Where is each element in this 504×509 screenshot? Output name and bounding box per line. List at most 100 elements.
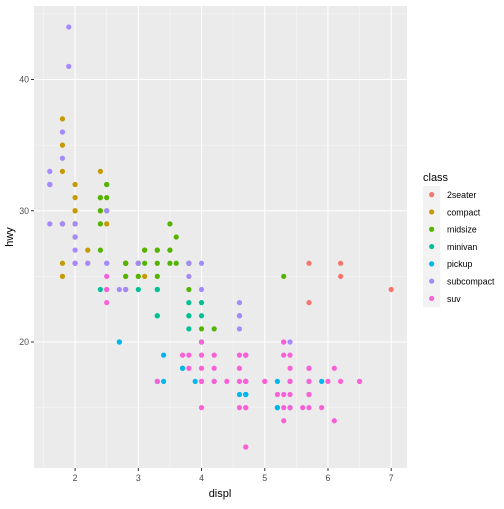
legend-label-compact: compact bbox=[447, 207, 481, 217]
point-midsize bbox=[186, 286, 192, 293]
x-tick-label: 2 bbox=[73, 473, 78, 483]
point-midsize bbox=[281, 273, 287, 279]
point-midsize bbox=[97, 247, 103, 253]
point-suv bbox=[281, 405, 287, 411]
point-midsize bbox=[167, 247, 173, 253]
point-subcompact bbox=[66, 24, 72, 30]
point-subcompact bbox=[66, 63, 72, 69]
point-compact bbox=[72, 208, 78, 214]
point-suv bbox=[104, 286, 110, 293]
point-suv bbox=[287, 378, 293, 384]
point-subcompact bbox=[47, 221, 53, 227]
point-pickup bbox=[274, 378, 280, 384]
point-suv bbox=[186, 365, 192, 371]
point-suv bbox=[224, 378, 230, 384]
point-suv bbox=[306, 365, 312, 371]
point-subcompact bbox=[72, 260, 78, 266]
point-suv bbox=[319, 405, 325, 411]
point-suv bbox=[287, 365, 293, 371]
point-pickup bbox=[274, 405, 280, 411]
point-subcompact bbox=[186, 260, 192, 266]
y-tick-label: 30 bbox=[19, 206, 29, 216]
point-suv bbox=[104, 273, 110, 279]
point-suv bbox=[281, 391, 287, 398]
point-suv bbox=[300, 405, 306, 411]
point-midsize bbox=[154, 260, 160, 266]
y-tick-label: 20 bbox=[19, 337, 29, 347]
point-compact bbox=[72, 195, 78, 201]
point-compact bbox=[97, 168, 103, 174]
point-pickup bbox=[161, 352, 167, 358]
point-midsize bbox=[104, 181, 110, 188]
point-2seater bbox=[338, 260, 344, 266]
point-midsize bbox=[173, 260, 179, 266]
point-suv bbox=[306, 391, 312, 398]
point-suv bbox=[243, 352, 249, 358]
point-midsize bbox=[167, 260, 173, 266]
point-subcompact bbox=[85, 260, 91, 266]
point-midsize bbox=[123, 260, 129, 266]
point-midsize bbox=[142, 247, 148, 253]
point-midsize bbox=[97, 221, 103, 227]
point-suv bbox=[306, 378, 312, 384]
point-midsize bbox=[97, 195, 103, 201]
x-axis-title: displ bbox=[209, 488, 232, 500]
point-suv bbox=[243, 405, 249, 411]
point-compact bbox=[59, 260, 66, 266]
point-subcompact bbox=[198, 260, 205, 266]
point-suv bbox=[186, 352, 192, 358]
point-subcompact bbox=[123, 286, 129, 293]
point-compact bbox=[142, 273, 148, 279]
point-compact bbox=[59, 273, 66, 279]
legend: class 2seater compact midsize minivan pickup… bbox=[423, 172, 495, 308]
point-subcompact bbox=[198, 286, 205, 293]
legend-swatch-midsize bbox=[429, 226, 435, 232]
point-suv bbox=[198, 352, 205, 358]
point-2seater bbox=[388, 286, 394, 293]
point-suv bbox=[274, 391, 280, 398]
legend-swatch-subcompact bbox=[429, 278, 435, 284]
point-suv bbox=[236, 365, 243, 371]
x-tick-label: 7 bbox=[389, 473, 394, 483]
point-suv bbox=[198, 405, 205, 411]
point-suv bbox=[104, 300, 110, 306]
point-suv bbox=[325, 378, 331, 384]
point-subcompact bbox=[47, 181, 53, 188]
point-suv bbox=[243, 444, 249, 450]
point-midsize bbox=[198, 326, 205, 332]
legend-swatch-pickup bbox=[429, 261, 435, 267]
point-minivan bbox=[186, 300, 192, 306]
legend-label-minivan: minivan bbox=[447, 242, 477, 252]
point-subcompact bbox=[104, 260, 110, 266]
point-pickup bbox=[161, 378, 167, 384]
point-suv bbox=[356, 378, 363, 384]
point-suv bbox=[211, 365, 217, 371]
point-midsize bbox=[135, 273, 141, 279]
point-minivan bbox=[198, 300, 205, 306]
legend-label-2seater: 2seater bbox=[447, 190, 476, 200]
point-subcompact bbox=[287, 339, 293, 345]
point-suv bbox=[236, 352, 243, 358]
point-compact bbox=[59, 116, 66, 122]
point-midsize bbox=[123, 273, 129, 279]
point-compact bbox=[72, 181, 78, 188]
point-minivan bbox=[154, 313, 160, 319]
point-subcompact bbox=[236, 300, 243, 306]
point-pickup bbox=[179, 365, 186, 371]
point-2seater bbox=[306, 300, 312, 306]
point-pickup bbox=[236, 391, 243, 398]
point-suv bbox=[211, 378, 217, 384]
point-suv bbox=[331, 365, 337, 371]
legend-swatch-suv bbox=[429, 295, 435, 302]
point-suv bbox=[236, 405, 243, 411]
point-subcompact bbox=[135, 260, 141, 266]
point-minivan bbox=[186, 313, 192, 319]
x-tick-label: 5 bbox=[262, 473, 267, 483]
point-suv bbox=[287, 391, 293, 398]
point-suv bbox=[198, 378, 205, 384]
point-midsize bbox=[154, 273, 160, 279]
point-subcompact bbox=[59, 155, 66, 161]
legend-title: class bbox=[423, 172, 449, 184]
